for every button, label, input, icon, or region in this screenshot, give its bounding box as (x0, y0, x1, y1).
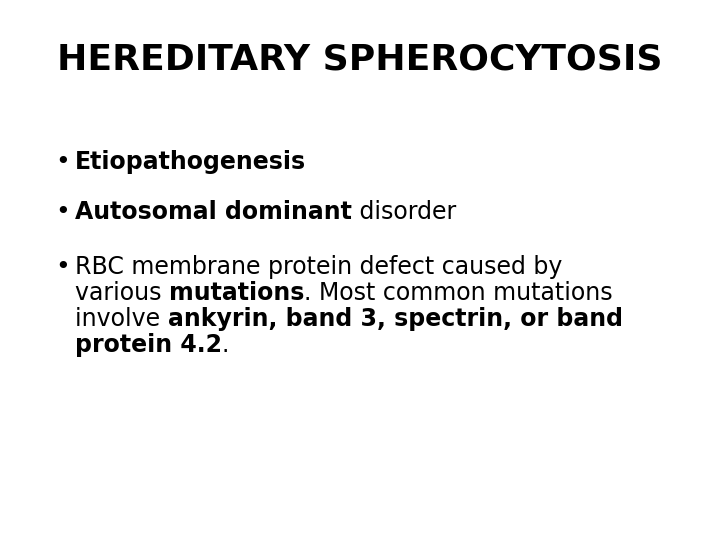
Text: ankyrin, band 3, spectrin, or band: ankyrin, band 3, spectrin, or band (168, 307, 623, 331)
Text: •: • (55, 255, 70, 279)
Text: protein 4.2: protein 4.2 (75, 333, 222, 357)
Text: •: • (55, 150, 70, 174)
Text: Etiopathogenesis: Etiopathogenesis (75, 150, 306, 174)
Text: involve: involve (75, 307, 168, 331)
Text: .: . (222, 333, 230, 357)
Text: RBC membrane protein defect caused by: RBC membrane protein defect caused by (75, 255, 562, 279)
Text: Autosomal dominant: Autosomal dominant (75, 200, 352, 224)
Text: mutations: mutations (169, 281, 305, 305)
Text: HEREDITARY SPHEROCYTOSIS: HEREDITARY SPHEROCYTOSIS (58, 43, 662, 77)
Text: •: • (55, 200, 70, 224)
Text: various: various (75, 281, 169, 305)
Text: . Most common mutations: . Most common mutations (305, 281, 613, 305)
Text: disorder: disorder (352, 200, 456, 224)
